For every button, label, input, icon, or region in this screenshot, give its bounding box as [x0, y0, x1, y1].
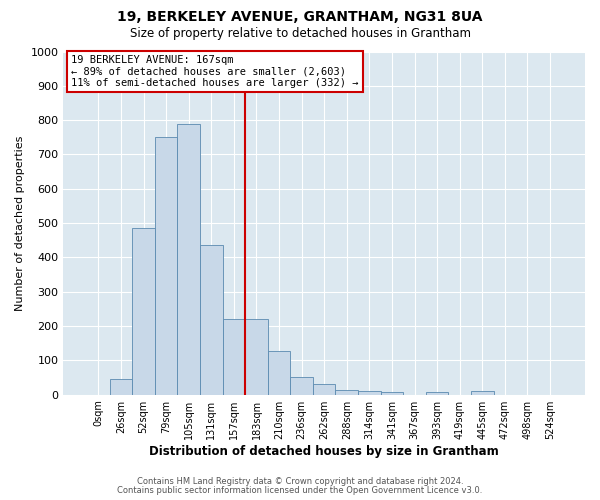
Bar: [313, 384, 335, 394]
Bar: [223, 319, 245, 394]
Bar: [290, 376, 313, 394]
Bar: [268, 351, 290, 395]
Text: Contains HM Land Registry data © Crown copyright and database right 2024.: Contains HM Land Registry data © Crown c…: [137, 477, 463, 486]
Bar: [132, 228, 155, 394]
Text: 19, BERKELEY AVENUE, GRANTHAM, NG31 8UA: 19, BERKELEY AVENUE, GRANTHAM, NG31 8UA: [117, 10, 483, 24]
Bar: [471, 392, 494, 394]
Bar: [155, 138, 178, 394]
Bar: [426, 392, 448, 394]
X-axis label: Distribution of detached houses by size in Grantham: Distribution of detached houses by size …: [149, 444, 499, 458]
Bar: [380, 392, 403, 394]
Bar: [110, 380, 132, 394]
Bar: [200, 246, 223, 394]
Bar: [245, 319, 268, 394]
Text: Size of property relative to detached houses in Grantham: Size of property relative to detached ho…: [130, 28, 470, 40]
Bar: [358, 392, 380, 394]
Bar: [335, 390, 358, 394]
Bar: [178, 124, 200, 394]
Text: Contains public sector information licensed under the Open Government Licence v3: Contains public sector information licen…: [118, 486, 482, 495]
Y-axis label: Number of detached properties: Number of detached properties: [15, 136, 25, 311]
Text: 19 BERKELEY AVENUE: 167sqm
← 89% of detached houses are smaller (2,603)
11% of s: 19 BERKELEY AVENUE: 167sqm ← 89% of deta…: [71, 55, 359, 88]
